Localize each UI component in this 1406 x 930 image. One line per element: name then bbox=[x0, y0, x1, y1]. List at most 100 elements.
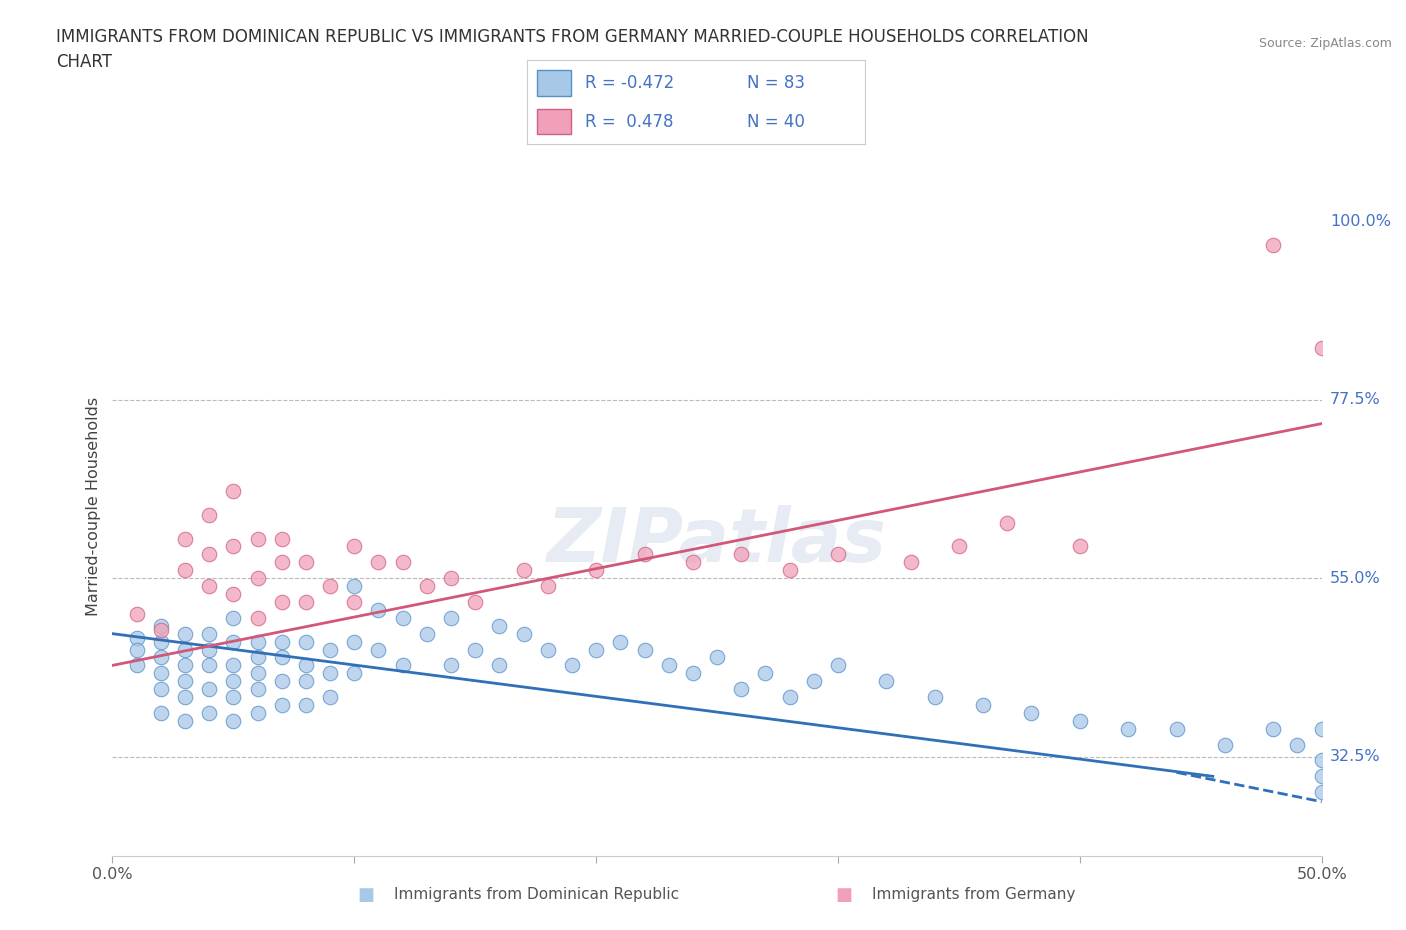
Text: 55.0%: 55.0% bbox=[1330, 571, 1381, 586]
Point bbox=[198, 682, 221, 697]
Point bbox=[488, 618, 510, 633]
Point bbox=[149, 618, 172, 633]
Point bbox=[149, 634, 172, 649]
Point bbox=[222, 713, 245, 728]
Point bbox=[198, 658, 221, 672]
Point bbox=[295, 698, 318, 712]
Point bbox=[174, 563, 197, 578]
Point bbox=[270, 650, 292, 665]
Point bbox=[779, 563, 801, 578]
Point bbox=[149, 706, 172, 721]
Point bbox=[367, 555, 389, 570]
Point bbox=[198, 626, 221, 641]
Point bbox=[125, 606, 148, 621]
Text: 100.0%: 100.0% bbox=[1330, 214, 1391, 229]
Point bbox=[995, 515, 1018, 530]
Point bbox=[706, 650, 728, 665]
Point bbox=[440, 571, 463, 586]
Point bbox=[416, 578, 439, 593]
Point bbox=[125, 631, 148, 645]
Point bbox=[270, 555, 292, 570]
Point bbox=[222, 690, 245, 705]
Point bbox=[1310, 769, 1333, 784]
Text: R =  0.478: R = 0.478 bbox=[585, 113, 673, 130]
Point bbox=[343, 666, 366, 681]
Point bbox=[319, 690, 342, 705]
Point bbox=[609, 634, 631, 649]
Point bbox=[391, 610, 413, 625]
Point bbox=[125, 642, 148, 657]
Point bbox=[270, 531, 292, 546]
Point bbox=[246, 706, 269, 721]
Y-axis label: Married-couple Households: Married-couple Households bbox=[86, 397, 101, 617]
Point bbox=[198, 508, 221, 523]
Text: 32.5%: 32.5% bbox=[1330, 749, 1381, 764]
Point bbox=[779, 690, 801, 705]
Point bbox=[1286, 737, 1309, 752]
Point bbox=[222, 484, 245, 498]
Point bbox=[488, 658, 510, 672]
Point bbox=[222, 539, 245, 554]
Point bbox=[367, 642, 389, 657]
Point bbox=[730, 547, 752, 562]
Point bbox=[1116, 722, 1139, 737]
Point bbox=[875, 674, 897, 689]
Point bbox=[633, 642, 655, 657]
Point bbox=[270, 698, 292, 712]
Point bbox=[198, 547, 221, 562]
Point bbox=[924, 690, 946, 705]
Bar bbox=[537, 109, 571, 134]
Point bbox=[1310, 341, 1333, 356]
Point bbox=[270, 594, 292, 609]
Point bbox=[319, 666, 342, 681]
Point bbox=[561, 658, 583, 672]
Point bbox=[682, 555, 704, 570]
Point bbox=[537, 642, 560, 657]
Point bbox=[585, 563, 607, 578]
Point bbox=[682, 666, 704, 681]
Point bbox=[440, 610, 463, 625]
Point bbox=[222, 674, 245, 689]
Point bbox=[343, 578, 366, 593]
Text: ■: ■ bbox=[357, 885, 374, 904]
Point bbox=[222, 634, 245, 649]
Point bbox=[1310, 785, 1333, 800]
Point bbox=[319, 578, 342, 593]
Point bbox=[537, 578, 560, 593]
Point bbox=[149, 622, 172, 637]
Point bbox=[246, 650, 269, 665]
Point bbox=[246, 666, 269, 681]
Bar bbox=[537, 71, 571, 96]
Text: IMMIGRANTS FROM DOMINICAN REPUBLIC VS IMMIGRANTS FROM GERMANY MARRIED-COUPLE HOU: IMMIGRANTS FROM DOMINICAN REPUBLIC VS IM… bbox=[56, 28, 1088, 71]
Point bbox=[803, 674, 825, 689]
Point bbox=[295, 674, 318, 689]
Text: 77.5%: 77.5% bbox=[1330, 392, 1381, 407]
Point bbox=[1166, 722, 1188, 737]
Point bbox=[174, 713, 197, 728]
Point bbox=[464, 594, 486, 609]
Point bbox=[222, 658, 245, 672]
Point bbox=[149, 682, 172, 697]
Point bbox=[125, 658, 148, 672]
Text: ZIPatlas: ZIPatlas bbox=[547, 505, 887, 578]
Point bbox=[174, 642, 197, 657]
Point bbox=[416, 626, 439, 641]
Text: Immigrants from Dominican Republic: Immigrants from Dominican Republic bbox=[394, 887, 679, 902]
Point bbox=[900, 555, 922, 570]
Point bbox=[295, 555, 318, 570]
Point bbox=[391, 555, 413, 570]
Point bbox=[270, 634, 292, 649]
Point bbox=[246, 571, 269, 586]
Point bbox=[343, 634, 366, 649]
Point bbox=[948, 539, 970, 554]
Point bbox=[198, 642, 221, 657]
Point bbox=[149, 666, 172, 681]
Point bbox=[343, 594, 366, 609]
Point bbox=[174, 658, 197, 672]
Point bbox=[1263, 722, 1285, 737]
Point bbox=[149, 650, 172, 665]
Point bbox=[222, 610, 245, 625]
Point bbox=[246, 531, 269, 546]
Point bbox=[827, 658, 849, 672]
Point bbox=[1069, 539, 1091, 554]
